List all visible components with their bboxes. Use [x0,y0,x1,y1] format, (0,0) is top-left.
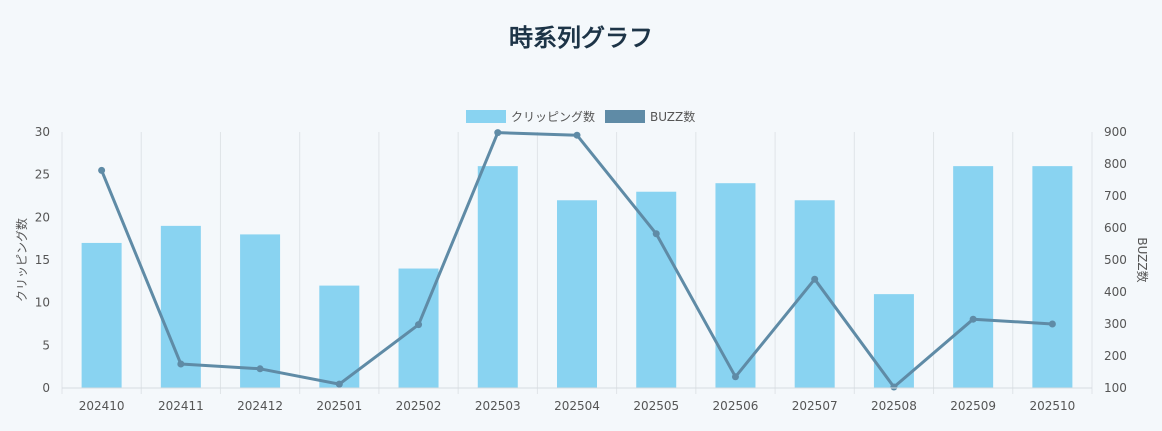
line-point-202502[interactable] [415,321,423,329]
legend[interactable]: クリッピング数 BUZZ数 [466,109,695,124]
x-tick-label: 202508 [871,399,917,413]
line-point-202508[interactable] [890,383,898,391]
y2-tick-label: 200 [1104,349,1127,363]
y-axis-title: クリッピング数 [14,218,29,302]
y2-axis-title: BUZZ数 [1135,237,1150,282]
y2-tick-label: 800 [1104,157,1127,171]
legend-swatch-buzz[interactable] [605,110,645,123]
y-tick-label: 5 [42,338,50,352]
y-tick-label: 20 [35,210,50,224]
x-tick-label: 202507 [792,399,838,413]
x-tick-label: 202505 [633,399,679,413]
x-tick-label: 202510 [1029,399,1075,413]
x-tick-label: 202501 [316,399,362,413]
line-point-202509[interactable] [969,315,977,323]
bar-series-clipping [81,166,1073,388]
line-point-202505[interactable] [652,230,660,238]
y2-tick-label: 900 [1104,125,1127,139]
x-tick-label: 202502 [396,399,442,413]
y2-tick-label: 300 [1104,317,1127,331]
line-point-202510[interactable] [1048,320,1056,328]
bar-202410[interactable] [81,242,122,388]
y2-tick-label: 600 [1104,221,1127,235]
x-tick-label: 202509 [950,399,996,413]
grid-lines [61,132,1093,394]
bar-202502[interactable] [398,268,439,388]
line-series-buzz [98,129,1056,391]
bar-202509[interactable] [953,166,994,388]
x-tick-label: 202410 [79,399,125,413]
bar-202412[interactable] [240,234,281,388]
bar-202505[interactable] [636,191,677,388]
line-point-202501[interactable] [335,380,343,388]
y-tick-label: 15 [35,253,50,267]
legend-swatch-clipping[interactable] [466,110,506,123]
bar-202510[interactable] [1032,166,1073,388]
legend-label-clipping[interactable]: クリッピング数 [511,109,595,124]
x-tick-label: 202503 [475,399,521,413]
line-point-202506[interactable] [731,373,739,381]
line-point-202411[interactable] [177,360,185,368]
y2-tick-label: 500 [1104,253,1127,267]
y2-tick-label: 100 [1104,381,1127,395]
bar-202501[interactable] [319,285,360,388]
y2-tick-label: 400 [1104,285,1127,299]
chart-title: 時系列グラフ [509,24,653,52]
x-tick-label: 202504 [554,399,600,413]
legend-label-buzz[interactable]: BUZZ数 [650,109,695,124]
line-point-202410[interactable] [98,166,106,174]
line-point-202503[interactable] [494,129,502,137]
bar-202504[interactable] [557,200,597,388]
x-tick-label: 202412 [237,399,283,413]
y-tick-label: 30 [35,125,50,139]
y2-tick-label: 700 [1104,189,1127,203]
line-point-202412[interactable] [256,365,264,373]
x-tick-label: 202411 [158,399,204,413]
line-point-202504[interactable] [573,131,581,139]
axes: 0 5 10 15 20 25 30 100 200 300 400 500 600 700 800 900 2… [14,125,1150,413]
line-point-202507[interactable] [811,275,819,283]
y-tick-label: 10 [35,296,50,310]
y-tick-label: 0 [42,381,50,395]
bar-202503[interactable] [477,166,518,388]
x-tick-label: 202506 [713,399,759,413]
y-tick-label: 25 [35,168,50,182]
bar-202508[interactable] [873,294,914,388]
